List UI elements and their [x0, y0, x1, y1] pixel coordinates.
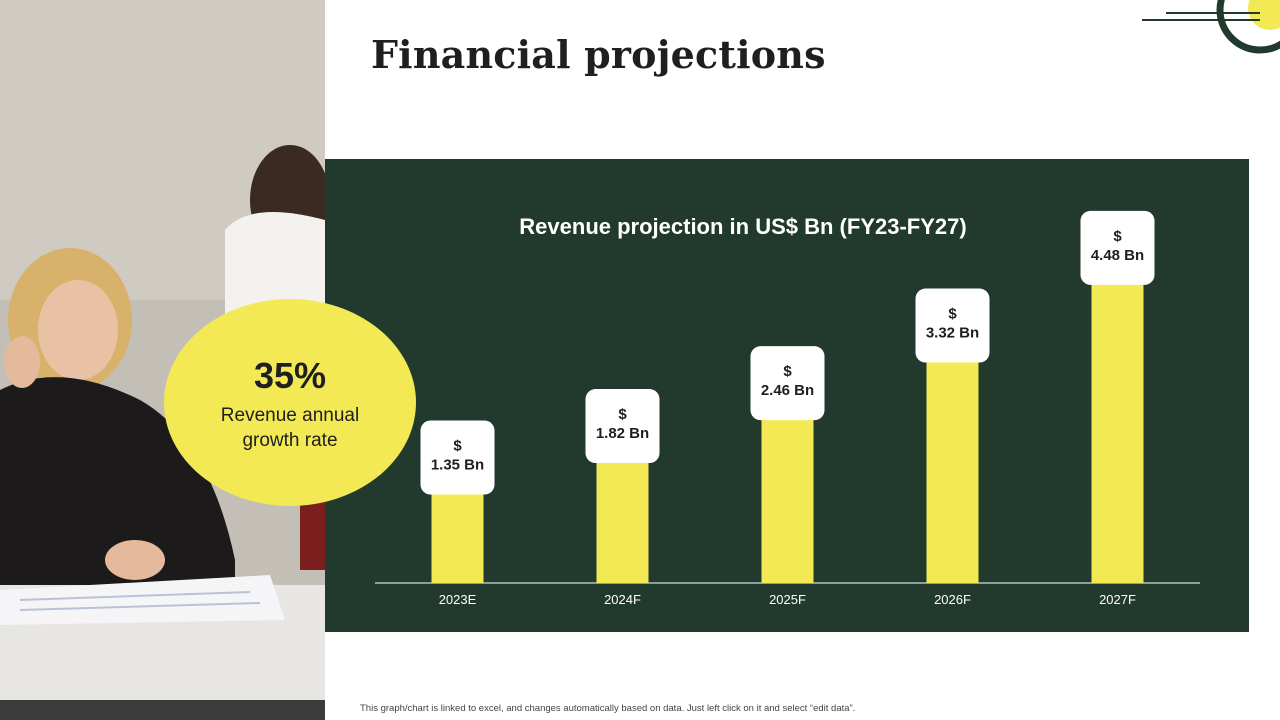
- growth-rate-value: 35%: [253, 355, 327, 396]
- bar-2026F: [926, 360, 979, 583]
- decorative-ring-graphic: [1142, 0, 1280, 54]
- data-label: 3.32 Bn: [926, 325, 979, 342]
- data-label: $: [948, 306, 957, 323]
- growth-rate-callout: 35% Revenue annual growth rate: [164, 299, 416, 506]
- data-label: 1.35 Bn: [431, 457, 484, 474]
- data-label: $: [783, 363, 792, 380]
- chart-footnote: This graph/chart is linked to excel, and…: [360, 703, 856, 714]
- data-label-box: [420, 420, 495, 495]
- data-label: 4.48 Bn: [1091, 247, 1144, 264]
- chart-panel: Revenue projection in US$ Bn (FY23-FY27)…: [325, 159, 1249, 632]
- data-label: $: [453, 438, 462, 455]
- chart-title: Revenue projection in US$ Bn (FY23-FY27): [519, 214, 967, 239]
- x-tick-label: 2024F: [604, 592, 641, 607]
- data-label: $: [1113, 228, 1122, 245]
- data-label-box: [585, 389, 660, 464]
- data-label-box: [1080, 210, 1155, 285]
- x-tick-label: 2027F: [1099, 592, 1136, 607]
- data-label-box: [750, 346, 825, 421]
- data-label: 1.82 Bn: [596, 425, 649, 442]
- bar-2027F: [1091, 282, 1144, 583]
- data-label: 2.46 Bn: [761, 382, 814, 399]
- bar-2025F: [761, 418, 814, 583]
- x-tick-label: 2026F: [934, 592, 971, 607]
- page-title: Financial projections: [371, 32, 826, 77]
- x-tick-label: 2025F: [769, 592, 806, 607]
- growth-rate-label: Revenue annual growth rate: [220, 405, 360, 451]
- x-tick-label: 2023E: [439, 592, 477, 607]
- bar-2023E: [431, 492, 484, 583]
- data-label-box: [915, 288, 990, 363]
- revenue-bar-chart: $1.35 Bn 2023E $1.82 Bn 2024F $2.46 Bn 2025F $…: [375, 210, 1200, 607]
- bar-2024F: [596, 461, 649, 583]
- data-label: $: [618, 406, 627, 423]
